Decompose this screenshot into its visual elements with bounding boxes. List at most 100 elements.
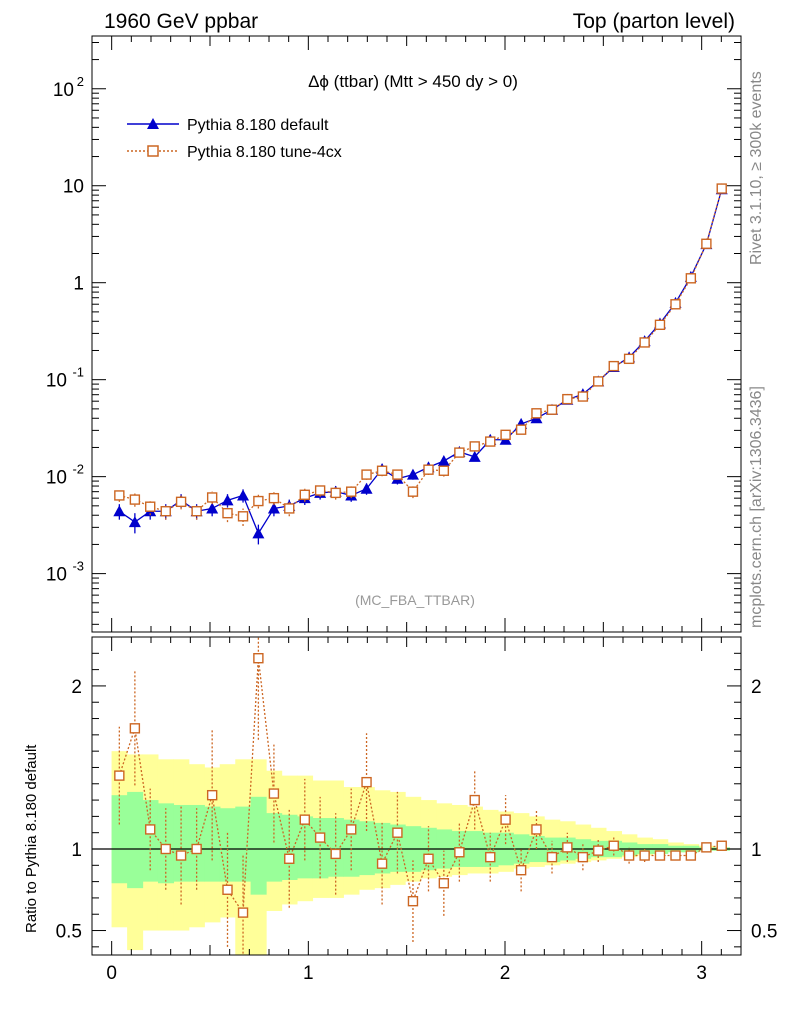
band-green [235,806,252,882]
y-tick-label-main: 1 [73,274,84,295]
y-tick-label-ratio: 0.5 [56,922,82,943]
tune-series-point [639,337,650,348]
tune-series-point [438,465,450,476]
default-series-line [118,189,723,535]
y-tick-label-main: 10 [46,371,67,392]
y-tick-label-ratio-right: 0.5 [751,922,777,943]
tune-series-point [593,376,604,387]
ratio-tune-series-point [175,850,187,861]
ratio-tune-series-point [376,858,388,869]
ratio-y-axis-label: Ratio to Pythia 8.180 default [23,744,40,933]
main-plot-title: Δϕ (ttbar) (Mtt > 450 dy > 0) [308,72,518,91]
tune-series-point [129,494,141,505]
ratio-tune-series-point [423,853,434,864]
y-tick-label-ratio: 1 [71,840,82,861]
ratio-tune-series-point [346,824,357,835]
y-tick-label-main-exponent: -1 [72,365,84,380]
ratio-tune-series-point [191,843,202,855]
tune-series-point [361,469,372,480]
ratio-tune-series-point [129,723,141,734]
ratio-plot-border [91,636,742,956]
default-series-point [267,502,280,514]
ratio-tune-series-point [546,851,558,863]
ratio-tune-series-point [314,832,326,843]
ratio-tune-series-point [284,853,295,864]
legend-item-tune: Pythia 8.180 tune-4cx [127,144,342,161]
ratio-tune-series-point [500,814,511,825]
ratio-tune-series-point [608,840,619,851]
tune-series-point [114,490,125,501]
default-series-point [237,489,250,501]
ratio-tune-series-point [114,770,125,781]
ratio-tune-series-point [145,824,156,835]
tune-series-point [407,486,419,497]
tune-series-point [469,441,480,452]
tune-series-point [716,183,727,194]
ratio-tune-series-point [593,845,604,856]
tune-series-point [222,507,233,519]
ratio-tune-series-point [562,842,573,853]
default-series-point [252,527,265,539]
band-green [358,821,375,876]
legend-item-default: Pythia 8.180 default [127,117,329,134]
tune-series-point [145,501,156,512]
default-series-point [437,454,450,466]
band-green [250,796,267,895]
tune-series-point [423,464,434,475]
ratio-tune-series-point [222,884,233,895]
ratio-series-group [114,637,727,955]
mcplots-label: mcplots.cern.ch [arXiv:1306.3436] [748,386,765,628]
tune-series-point [330,487,341,499]
ratio-tune-series-point [237,907,249,918]
y-tick-label-main-exponent: -3 [72,559,84,574]
x-tick-label: 3 [696,963,707,984]
tune-series-line [119,188,723,518]
y-tick-label-ratio-right: 1 [751,840,762,861]
y-tick-label-main-exponent: -2 [72,462,84,477]
main-plot: Δϕ (ttbar) (Mtt > 450 dy > 0) (MC_FBA_TT… [46,35,742,633]
band-green [327,818,344,877]
tune-series-point [284,503,295,514]
ratio-tune-series-point [670,850,681,861]
header-left: 1960 GeV ppbar [104,10,258,33]
x-tick-label: 0 [106,963,117,984]
x-tick-label: 1 [303,963,314,984]
header-right: Top (parton level) [573,10,735,33]
ratio-tune-series-point [531,824,542,835]
tune-series-point [346,486,357,497]
tune-series-point [562,393,573,405]
legend-label-tune: Pythia 8.180 tune-4cx [187,144,342,161]
ratio-tune-series-point [685,850,697,861]
y-tick-label-main: 10 [53,80,74,101]
default-series-point [128,516,141,528]
tune-series-point [314,485,326,496]
ratio-tune-series-point [485,851,496,863]
legend-marker-tune [147,145,159,157]
main-plot-frame [91,35,742,633]
tune-series-point [701,238,712,249]
tune-series-point [485,436,496,447]
rivet-label: Rivet 3.1.10, ≥ 300k events [748,71,765,265]
default-series-point [113,505,126,517]
legend: Pythia 8.180 default Pythia 8.180 tune-4… [127,117,342,161]
band-green [127,791,144,889]
y-tick-label-main-exponent: 2 [77,74,84,89]
tune-series-point [268,492,280,504]
tune-series-point [160,506,171,517]
tune-series-point [206,492,218,503]
band-green [188,804,205,882]
tune-series-point [500,429,511,441]
tune-series-point [654,319,666,331]
default-series-point [221,494,234,506]
tune-series-point [299,489,310,500]
x-tick-label: 2 [500,963,511,984]
ratio-plot: Ratio to Pythia 8.180 default 0.5 0.5 1 1 2 2… [23,636,777,984]
default-series-point [406,468,419,480]
tune-series-point [376,465,388,476]
tune-series-point [515,424,527,435]
tune-series-point [531,408,542,419]
ratio-tune-series-point [577,851,589,863]
tune-series-point [577,391,589,402]
ratio-tune-series-point [438,878,450,889]
